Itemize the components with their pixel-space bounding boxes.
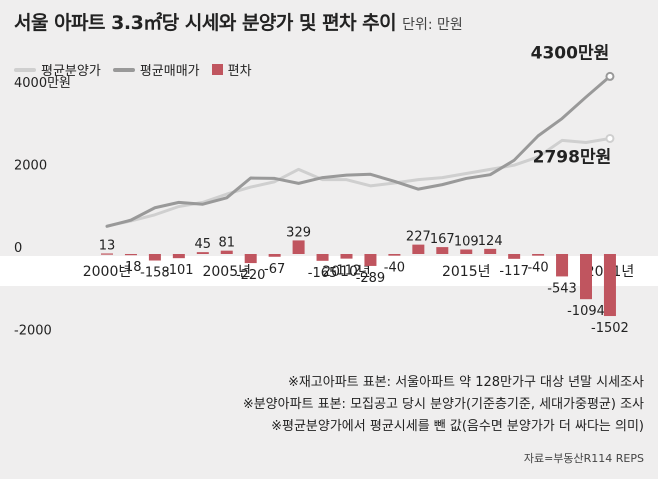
gap-value-label: -1094 [567,304,605,319]
gap-value-label: -112 [332,264,362,279]
gap-value-label: -18 [120,260,141,275]
gap-value-label: -1502 [591,321,629,336]
gap-bar [124,254,137,256]
x-tick-label: 2000년 [83,264,132,280]
gap-bar [220,250,233,254]
gap-bar [508,254,521,259]
x-tick-label: 2005년 [202,264,251,280]
y-tick-label: 4000만원 [14,76,71,91]
note-gap-definition: ※평균분양가에서 평균시세를 뺀 값(음수면 분양가가 더 싸다는 의미) [271,419,644,434]
gap-bar [484,248,497,254]
legend-item-gap: 편차 [211,60,252,79]
chart-header: 서울 아파트 3.3㎡당 시세와 분양가 및 편차 추이 단위: 만원 [14,8,463,35]
market-line-endpoint [605,71,615,81]
gap-value-label: -543 [547,281,577,296]
y-tick-label: 2000 [14,158,47,173]
x-tick-label: 2010년 [322,264,371,280]
gap-bar [556,254,569,277]
gap-bar [268,254,281,257]
gap-bar [101,253,113,255]
gap-bar [196,252,209,254]
gap-bar [460,249,473,254]
legend-item-presale: 평균분양가 [14,60,101,79]
gap-value-label: 227 [406,230,431,245]
gap-value-label: 13 [99,238,116,253]
legend-item-market: 평균매매가 [112,60,200,79]
unit-label: 단위: 만원 [402,17,463,33]
gap-value-label: -67 [264,262,285,277]
presale-end-label: 2798만원 [533,147,612,167]
y-tick-label: 0 [14,241,22,256]
gap-value-label: 109 [454,234,479,249]
gap-bar [172,254,185,259]
notes: ※재고아파트 표본: 서울아파트 약 128만가구 대상 년말 시세조사 ※분양… [243,372,644,438]
gap-value-label: -165 [308,266,338,281]
gap-value-label: 167 [430,232,455,247]
note-presale-sample: ※분양아파트 표본: 모집공고 당시 분양가(기준층기준, 세대가중평균) 조사 [242,397,644,412]
gap-bar [532,254,545,256]
legend: 평균분양가 평균매매가 편차 [14,60,264,79]
gap-value-label: -220 [236,268,266,283]
legend-swatch-presale [14,67,36,72]
gap-bar [244,254,257,264]
gap-bar [412,244,425,254]
gap-value-label: -117 [499,264,529,279]
x-tick-label: 2015년 [442,264,491,280]
presale-line-endpoint [605,133,615,143]
legend-label-market: 평균매매가 [139,64,200,79]
gap-value-label: -40 [384,261,405,276]
gap-value-label: 329 [286,225,311,240]
market-end-label: 4300만원 [531,43,610,63]
gap-value-label: -101 [164,263,194,278]
gap-value-label: 45 [195,237,212,252]
legend-label-gap: 편차 [227,64,252,79]
legend-swatch-gap [211,64,223,75]
legend-label-presale: 평균분양가 [41,64,101,79]
gap-value-label: -40 [527,261,548,276]
gap-value-label: 81 [218,236,235,251]
gap-value-label: 124 [478,234,503,249]
source-credit: 자료=부동산R114 REPS [523,452,644,465]
market-line [105,74,612,228]
axis-band [0,256,658,286]
legend-swatch-market [112,67,135,72]
chart-title: 서울 아파트 3.3㎡당 시세와 분양가 및 편차 추이 [14,12,397,34]
gap-bar [316,254,329,261]
gap-bar [340,254,353,259]
gap-bar [388,254,401,256]
gap-bar [436,247,449,254]
gap-bar [148,254,161,261]
note-stock-sample: ※재고아파트 표본: 서울아파트 약 128만가구 대상 년말 시세조사 [287,375,644,390]
gap-value-label: -289 [356,271,386,286]
gap-bar [292,240,305,254]
gap-bar [603,254,616,317]
y-tick-label: -2000 [14,324,52,339]
gap-bar [580,254,592,300]
gap-value-label: -158 [140,266,170,281]
gap-bar [364,254,377,266]
